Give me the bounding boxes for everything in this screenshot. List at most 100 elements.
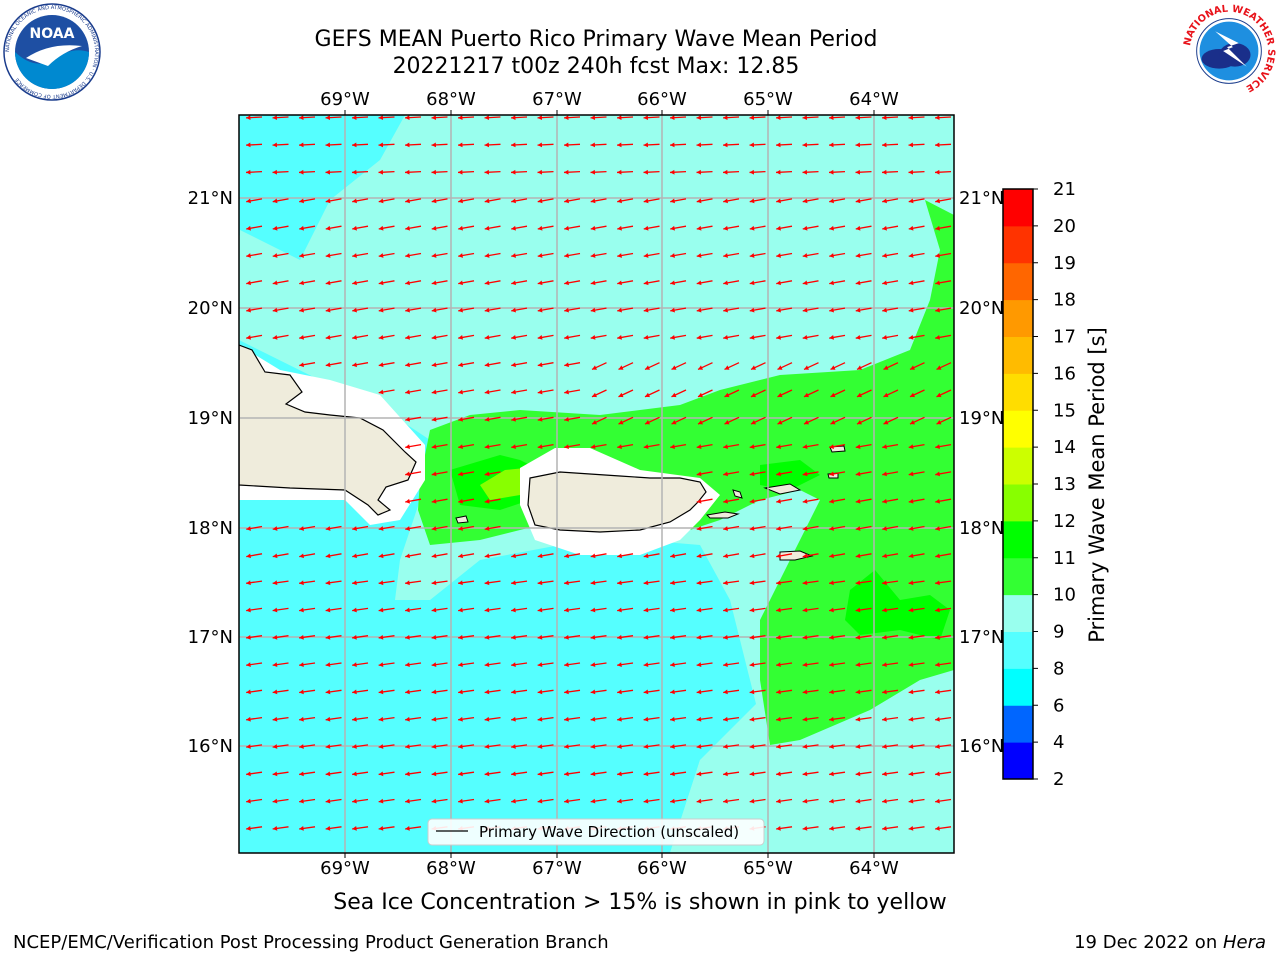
axis-ticks xyxy=(344,110,875,858)
wave-arrow-head xyxy=(777,420,783,425)
wave-arrow-head xyxy=(617,716,622,722)
wave-arrow-head xyxy=(935,471,940,477)
wave-arrow-head xyxy=(749,634,755,640)
wave-arrow-head xyxy=(378,744,384,749)
wave-arrow-head xyxy=(882,716,887,722)
wave-arrow-head xyxy=(352,253,357,258)
wave-arrow-head xyxy=(749,225,755,231)
wave-arrow-head xyxy=(564,169,569,175)
wave-arrow-head xyxy=(405,526,410,531)
wave-arrow-head xyxy=(908,744,914,749)
wave-arrow-head xyxy=(617,307,622,313)
wave-arrow-head xyxy=(749,607,755,613)
colorbar-tick-label: 18 xyxy=(1053,290,1076,311)
wave-arrow-head xyxy=(802,198,808,204)
colorbar-segment xyxy=(1003,520,1033,559)
wave-arrow-head xyxy=(855,662,861,667)
wave-arrow-head xyxy=(405,253,410,258)
wave-arrow-head xyxy=(325,634,331,640)
wave-arrow-head xyxy=(829,253,834,258)
wave-arrow-head xyxy=(537,444,543,449)
wave-arrow-head xyxy=(723,471,728,477)
wave-arrow-head xyxy=(750,365,756,370)
wave-arrow-head xyxy=(882,253,887,258)
wave-arrow-head xyxy=(935,280,940,286)
wave-arrow-head xyxy=(803,365,809,370)
wave-arrow-head xyxy=(537,115,543,121)
wave-arrow-head xyxy=(908,115,914,121)
wave-arrow-head xyxy=(829,225,834,231)
wave-arrow-head xyxy=(272,253,278,258)
lon-labels-bottom: 69°W 68°W 67°W 66°W 65°W 64°W xyxy=(320,858,899,879)
wave-arrow-head xyxy=(723,198,728,204)
wave-arrow-head xyxy=(749,169,755,175)
colorbar-tick-label: 10 xyxy=(1053,585,1076,606)
wave-arrow-head xyxy=(511,689,516,695)
wave-arrow-head xyxy=(246,826,251,831)
wave-arrow-head xyxy=(908,607,914,613)
wave-arrow-head xyxy=(670,225,675,231)
wave-arrow-head xyxy=(829,307,834,313)
wave-arrow-head xyxy=(697,420,703,425)
wave-arrow-head xyxy=(802,253,808,258)
wave-arrow-head xyxy=(882,225,887,231)
wave-arrow-head xyxy=(618,420,624,425)
lat-label: 17°N xyxy=(188,627,233,648)
wave-arrow-head xyxy=(590,689,596,695)
wave-arrow-head xyxy=(776,662,781,667)
wave-arrow-head xyxy=(405,553,410,559)
wave-arrow-head xyxy=(643,662,649,667)
wave-arrow-head xyxy=(908,689,914,695)
wave-arrow-head xyxy=(325,362,331,368)
wave-arrow-head xyxy=(272,280,278,286)
wave-arrow-head xyxy=(617,798,622,804)
wave-arrow-head xyxy=(511,744,516,749)
wave-arrow-head xyxy=(352,607,357,613)
wave-arrow-head xyxy=(590,253,596,258)
wave-arrow-head xyxy=(590,280,596,286)
wave-arrow-head xyxy=(617,634,622,640)
wave-arrow-head xyxy=(855,580,861,586)
lat-label: 16°N xyxy=(188,736,233,757)
colorbar-tick-label: 21 xyxy=(1053,179,1076,200)
wave-arrow-head xyxy=(405,416,410,422)
wave-arrow-head xyxy=(325,335,331,340)
wave-arrow-head xyxy=(723,607,728,613)
wave-arrow-head xyxy=(855,634,861,640)
wave-arrow-head xyxy=(856,365,862,370)
wave-arrow-head xyxy=(750,420,756,425)
wave-arrow-head xyxy=(696,607,702,613)
wave-arrow-head xyxy=(299,335,304,340)
wave-arrow-head xyxy=(802,553,808,559)
wave-arrow-head xyxy=(405,307,410,313)
wave-arrow-head xyxy=(299,362,304,368)
wave-arrow-head xyxy=(325,280,331,286)
wave-arrow-head xyxy=(484,771,490,777)
wave-arrow-head xyxy=(829,142,834,148)
wave-arrow-head xyxy=(325,662,331,667)
wave-arrow-head xyxy=(617,553,622,559)
wave-arrow-head xyxy=(802,662,808,667)
wave-arrow-head xyxy=(802,634,808,640)
wave-arrow-head xyxy=(908,198,914,204)
colorbar-tick-label: 15 xyxy=(1053,400,1076,421)
wave-arrow-head xyxy=(405,471,410,477)
wave-arrow-head xyxy=(564,225,569,231)
wave-arrow-head xyxy=(723,634,728,640)
wave-arrow-head xyxy=(458,335,463,340)
wave-arrow-head xyxy=(935,553,940,559)
colorbar-tick-label: 4 xyxy=(1053,732,1064,753)
wave-arrow-head xyxy=(431,607,437,613)
wave-arrow-head xyxy=(537,280,543,286)
wave-arrow-head xyxy=(643,225,649,231)
wave-arrow-head xyxy=(855,115,861,121)
wave-arrow-head xyxy=(352,580,357,586)
wave-arrow-head xyxy=(935,198,940,204)
wave-arrow-head xyxy=(564,771,569,777)
wave-arrow-head xyxy=(882,689,887,695)
wave-arrow-head xyxy=(405,335,410,340)
wave-arrow-head xyxy=(829,744,834,749)
wave-arrow-head xyxy=(431,169,437,175)
wave-arrow-head xyxy=(935,798,940,804)
wave-arrow-head xyxy=(723,662,728,667)
